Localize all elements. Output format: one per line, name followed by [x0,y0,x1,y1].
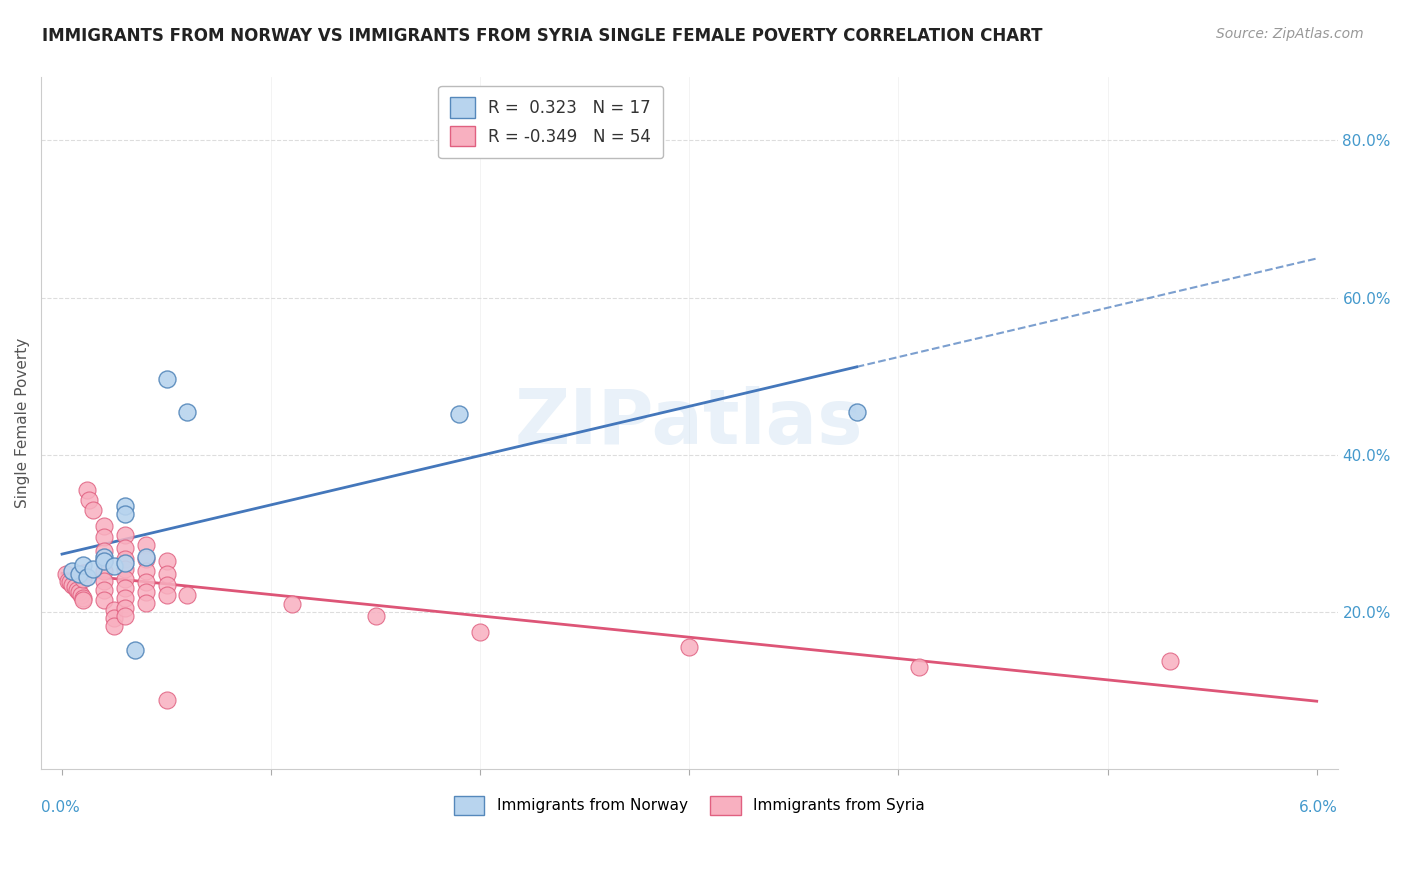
Point [135,585,157,599]
Point [135,549,157,564]
Point [103,611,125,625]
Point [63,580,86,594]
Point [93,530,115,544]
Point [845,404,868,418]
Point [72,566,94,580]
Point [908,660,931,674]
Point [155,577,177,591]
Point [58,574,80,588]
Text: ZIPatlas: ZIPatlas [515,386,863,460]
Point [59,575,82,590]
Point [67,585,90,599]
Point [69,588,91,602]
Point [103,619,125,633]
Point [114,572,136,586]
Point [55,567,77,582]
Point [155,554,177,568]
Point [93,593,115,607]
Point [93,554,115,568]
Point [67,567,90,582]
Point [155,693,177,707]
Point [124,642,146,657]
Text: Source: ZipAtlas.com: Source: ZipAtlas.com [1216,27,1364,41]
Point [72,591,94,605]
Point [82,503,104,517]
Point [176,588,198,602]
Text: 6.0%: 6.0% [1299,800,1337,815]
Point [93,564,115,578]
Point [155,588,177,602]
Point [103,559,125,574]
Point [77,493,100,508]
Point [135,575,157,590]
Point [93,574,115,588]
Point [93,518,115,533]
Point [114,528,136,542]
Point [470,624,492,639]
Point [281,597,304,611]
Point [176,404,198,418]
Point [1159,654,1181,668]
Point [114,591,136,605]
Point [93,554,115,568]
Point [114,601,136,615]
Text: 0.0%: 0.0% [41,800,80,815]
Point [114,557,136,571]
Point [114,609,136,624]
Point [76,483,98,498]
Point [114,562,136,576]
Y-axis label: Single Female Poverty: Single Female Poverty [15,338,30,508]
Point [364,609,387,624]
Point [114,582,136,596]
Text: IMMIGRANTS FROM NORWAY VS IMMIGRANTS FROM SYRIA SINGLE FEMALE POVERTY CORRELATIO: IMMIGRANTS FROM NORWAY VS IMMIGRANTS FRO… [42,27,1043,45]
Point [114,507,136,521]
Point [93,582,115,597]
Point [135,564,157,578]
Point [114,551,136,566]
Point [72,558,94,572]
Point [449,407,471,421]
Point [678,640,700,655]
Point [93,549,115,564]
Point [114,541,136,555]
Point [62,577,84,591]
Legend: Immigrants from Norway, Immigrants from Syria: Immigrants from Norway, Immigrants from … [444,787,934,824]
Point [155,372,177,386]
Point [135,551,157,566]
Point [114,499,136,513]
Point [135,538,157,552]
Point [66,582,89,597]
Point [82,562,104,576]
Point [76,570,98,584]
Point [62,564,84,578]
Point [72,593,94,607]
Point [103,603,125,617]
Point [155,567,177,582]
Point [93,543,115,558]
Point [72,572,94,586]
Point [135,596,157,610]
